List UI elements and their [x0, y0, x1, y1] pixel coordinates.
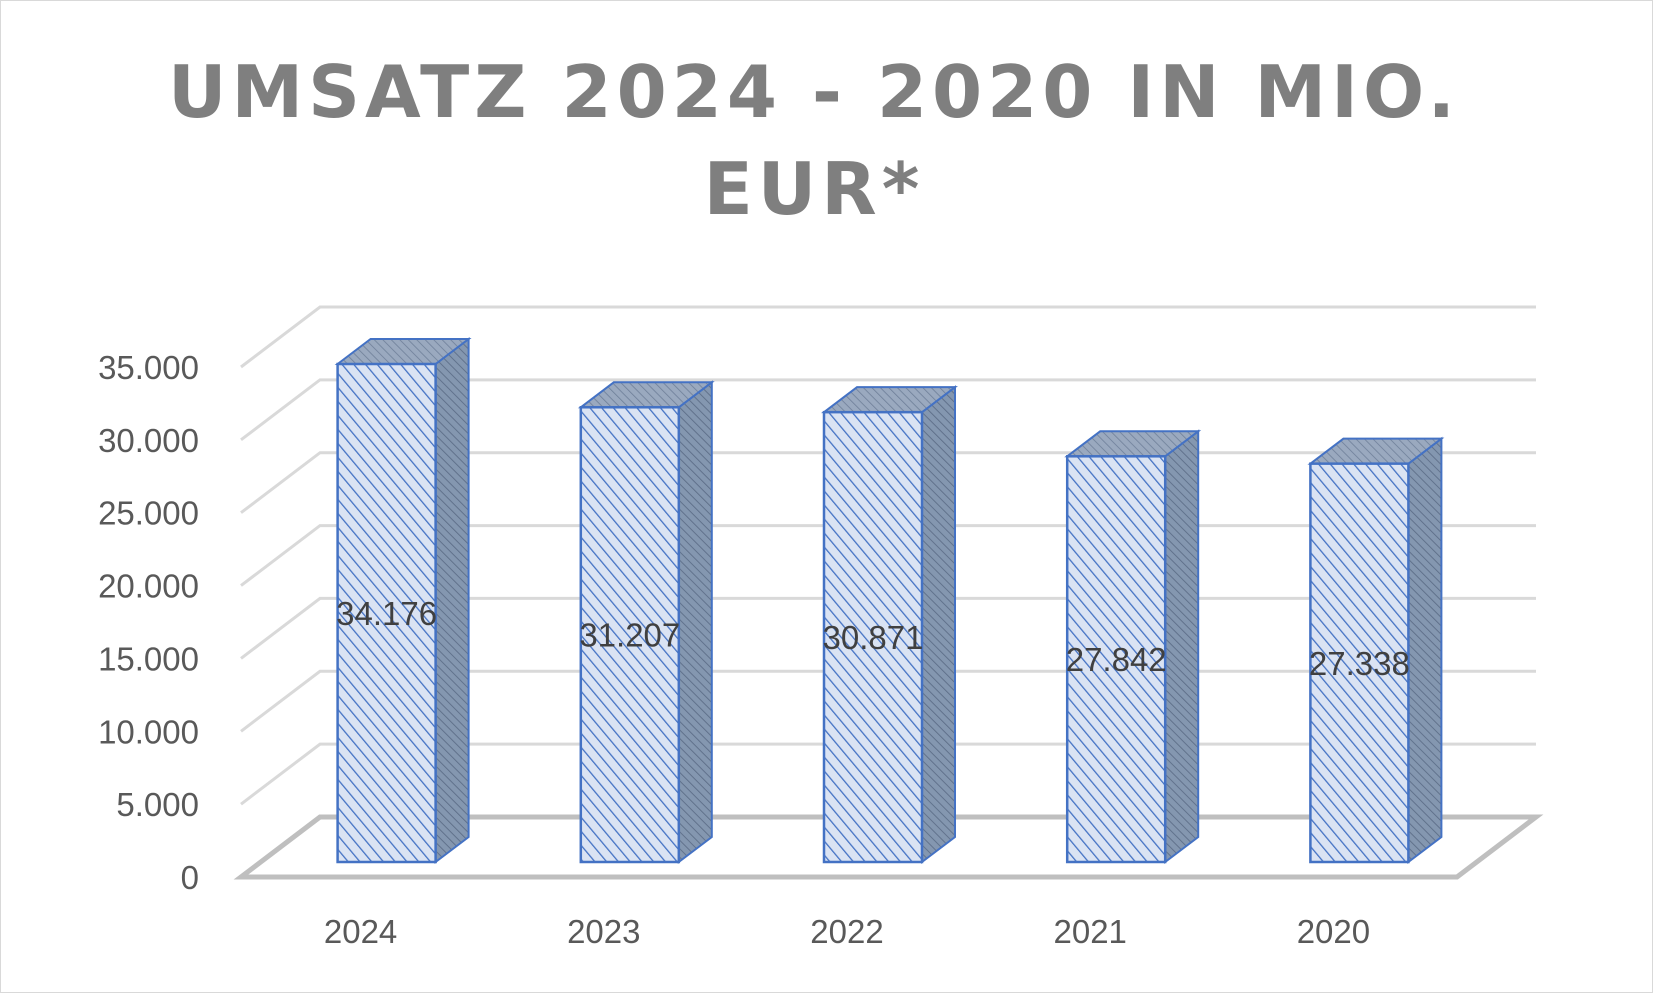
gridlines [240, 305, 1536, 806]
bar-2020 [1309, 462, 1410, 864]
x-category-label-2023: 2023 [567, 913, 640, 950]
gridline [240, 305, 1536, 369]
chart-title-line-2: EUR* [704, 147, 925, 231]
bar-2024 [336, 362, 437, 864]
x-category-label-2022: 2022 [810, 913, 883, 950]
bar-side-2023 [677, 380, 713, 865]
x-category-label-2020: 2020 [1297, 913, 1370, 950]
y-tick-label: 35.000 [98, 349, 199, 386]
x-axis-category-labels: 2024 2023 2022 2021 2020 [324, 913, 1370, 950]
data-label-2024: 34.176 [336, 595, 437, 632]
chart-floor [233, 814, 1544, 880]
data-labels: 34.176 31.207 30.871 27.842 27.338 [336, 595, 1410, 682]
y-tick-label: 0 [181, 859, 199, 896]
data-label-2021: 27.842 [1066, 641, 1167, 678]
y-tick-label: 20.000 [98, 568, 199, 605]
bar-2021 [1065, 455, 1167, 864]
y-tick-label: 10.000 [98, 713, 199, 750]
floor-outline [233, 814, 1544, 880]
y-axis-tick-labels: 0 5.000 10.000 15.000 20.000 25.000 30.000 35.0… [98, 349, 199, 896]
chart-title-line-1: UMSATZ 2024 - 2020 IN MIO. [168, 50, 1460, 134]
x-category-label-2021: 2021 [1053, 913, 1126, 950]
bar-2022 [822, 410, 924, 864]
y-tick-label: 30.000 [98, 422, 199, 459]
y-tick-label: 5.000 [116, 786, 199, 823]
bar-side-2022 [921, 385, 956, 865]
bar-side-2021 [1164, 429, 1200, 865]
bars [334, 336, 1445, 865]
data-label-2022: 30.871 [823, 619, 924, 656]
y-tick-label: 15.000 [98, 640, 199, 677]
data-label-2020: 27.338 [1309, 645, 1410, 682]
bar-side-2020 [1407, 436, 1443, 865]
y-tick-label: 25.000 [98, 495, 199, 532]
bar-side-2024 [434, 336, 470, 865]
x-category-label-2024: 2024 [324, 913, 397, 950]
data-label-2023: 31.207 [579, 617, 680, 654]
bar-2023 [579, 406, 681, 864]
gridline [240, 378, 1536, 442]
